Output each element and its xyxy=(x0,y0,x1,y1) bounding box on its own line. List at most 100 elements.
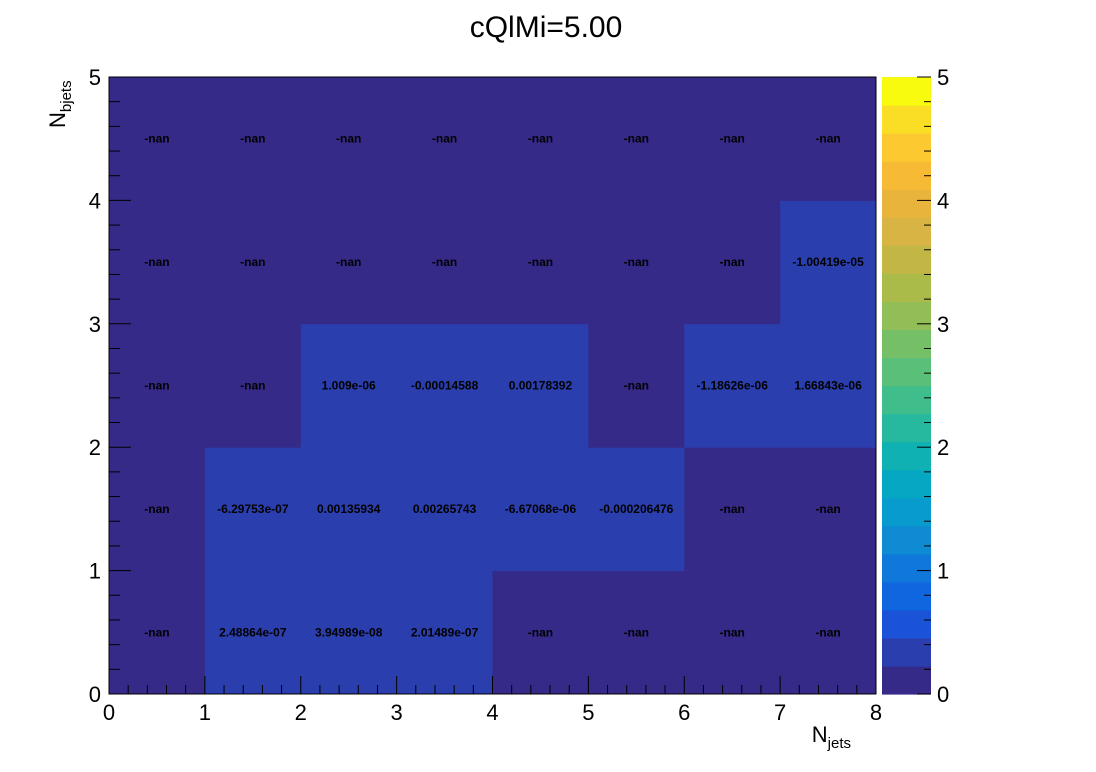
cell-value-label: -1.00419e-05 xyxy=(792,255,864,269)
cell-value-label: -1.18626e-06 xyxy=(696,379,768,393)
x-tick-label: 0 xyxy=(103,700,115,725)
colorbar-swatch xyxy=(882,413,931,443)
y-axis-title: Nbjets xyxy=(45,80,75,128)
cell-value-label: 0.00178392 xyxy=(509,379,573,393)
x-tick-label: 5 xyxy=(582,700,594,725)
colorbar-swatch xyxy=(882,637,931,667)
heatmap-cell xyxy=(204,77,302,201)
cell-value-label: -nan xyxy=(815,132,840,146)
cell-value-label: -6.29753e-07 xyxy=(217,502,289,516)
heatmap-cell xyxy=(492,77,589,201)
cell-value-label: -nan xyxy=(144,132,169,146)
heatmap-cell xyxy=(684,570,781,695)
colorbar-swatch xyxy=(882,469,931,499)
cell-value-label: -nan xyxy=(720,625,745,639)
x-tick-label: 1 xyxy=(199,700,211,725)
colorbar-swatch xyxy=(882,301,931,331)
y-tick-label: 0 xyxy=(89,682,101,707)
cell-value-label: -nan xyxy=(528,625,553,639)
cell-value-label: -nan xyxy=(624,379,649,393)
chart-title: cQlMi=5.00 xyxy=(470,11,623,44)
x-tick-label: 2 xyxy=(295,700,307,725)
heatmap-cell xyxy=(204,447,302,572)
heatmap-cell xyxy=(396,447,493,572)
heatmap-cell xyxy=(204,570,302,695)
colorbar-tick-label: 4 xyxy=(937,188,949,213)
cell-value-label: -nan xyxy=(240,379,265,393)
x-tick-label: 8 xyxy=(870,700,882,725)
x-axis-title: Njets xyxy=(812,722,851,752)
heatmap-cell xyxy=(684,77,781,201)
colorbar-swatch xyxy=(882,665,931,695)
x-tick-label: 4 xyxy=(486,700,498,725)
colorbar-swatch xyxy=(882,161,931,190)
y-tick-label: 1 xyxy=(89,559,101,584)
heatmap-cell xyxy=(204,200,302,325)
cell-value-label: -nan xyxy=(624,255,649,269)
x-tick-label: 7 xyxy=(774,700,786,725)
colorbar-swatch xyxy=(882,385,931,415)
heatmap-cell-labels: -nan 2.48864e-07 3.94989e-08 2.01489e-07 -na… xyxy=(144,132,864,640)
heatmap-cell xyxy=(300,447,398,572)
heatmap-cell xyxy=(684,200,781,325)
heatmap-cell xyxy=(300,323,398,448)
cell-value-label: 0.00265743 xyxy=(413,502,477,516)
colorbar: 0 1 2 3 4 5 xyxy=(882,65,949,707)
cell-value-label: -nan xyxy=(624,132,649,146)
colorbar-tick-label: 1 xyxy=(937,559,949,584)
cell-value-label: -nan xyxy=(624,625,649,639)
cell-value-label: 1.66843e-06 xyxy=(794,379,862,393)
heatmap-cell xyxy=(300,200,398,325)
cell-value-label: -nan xyxy=(144,379,169,393)
heatmap-cell xyxy=(588,570,685,695)
heatmap-cell xyxy=(780,77,877,201)
heatmap-cell xyxy=(396,323,493,448)
x-tick-label: 3 xyxy=(391,700,403,725)
heatmap-cell xyxy=(492,323,589,448)
heatmap-cell xyxy=(396,77,493,201)
colorbar-swatch xyxy=(882,329,931,359)
x-axis-title-sub: jets xyxy=(827,735,851,752)
heatmap-cell xyxy=(588,323,685,448)
cell-value-label: 3.94989e-08 xyxy=(315,625,383,639)
heatmap-cell xyxy=(588,447,685,572)
colorbar-swatch xyxy=(882,497,931,527)
cell-value-label: 2.48864e-07 xyxy=(219,625,287,639)
y-axis-title-sub: bjets xyxy=(58,80,75,112)
heatmap-cell xyxy=(780,447,877,572)
x-tick-label: 6 xyxy=(678,700,690,725)
cell-value-label: 1.009e-06 xyxy=(322,379,376,393)
cell-value-label: -nan xyxy=(336,132,361,146)
heatmap-cell xyxy=(300,77,398,201)
heatmap-cell xyxy=(109,77,206,201)
cell-value-label: 0.00135934 xyxy=(317,502,381,516)
colorbar-swatch xyxy=(882,609,931,639)
colorbar-swatch xyxy=(882,77,931,106)
heatmap-cell xyxy=(109,570,206,695)
axis-ticks: 0 1 2 3 4 5 6 7 8 0 1 2 3 4 5 xyxy=(89,65,882,725)
cell-value-label: -0.00014588 xyxy=(411,379,479,393)
cell-value-label: -nan xyxy=(432,255,457,269)
cell-value-label: -nan xyxy=(815,625,840,639)
cell-value-label: -nan xyxy=(432,132,457,146)
colorbar-swatch xyxy=(882,105,931,134)
colorbar-tick-label: 5 xyxy=(937,65,949,90)
heatmap-cell xyxy=(396,200,493,325)
heatmap-cell xyxy=(588,200,685,325)
y-axis-title-main: N xyxy=(45,112,70,128)
cell-value-label: -nan xyxy=(240,132,265,146)
cell-value-label: -nan xyxy=(144,255,169,269)
colorbar-swatch xyxy=(882,581,931,611)
colorbar-swatch xyxy=(882,357,931,387)
cell-value-label: -nan xyxy=(528,255,553,269)
cell-value-label: -nan xyxy=(528,132,553,146)
heatmap-cell xyxy=(204,323,302,448)
cell-value-label: -nan xyxy=(144,625,169,639)
heatmap-cell xyxy=(588,77,685,201)
heatmap-cell xyxy=(109,200,206,325)
heatmap-cell xyxy=(780,323,877,448)
cell-value-label: -nan xyxy=(720,502,745,516)
heatmap-cell xyxy=(684,447,781,572)
heatmap-cell xyxy=(492,200,589,325)
